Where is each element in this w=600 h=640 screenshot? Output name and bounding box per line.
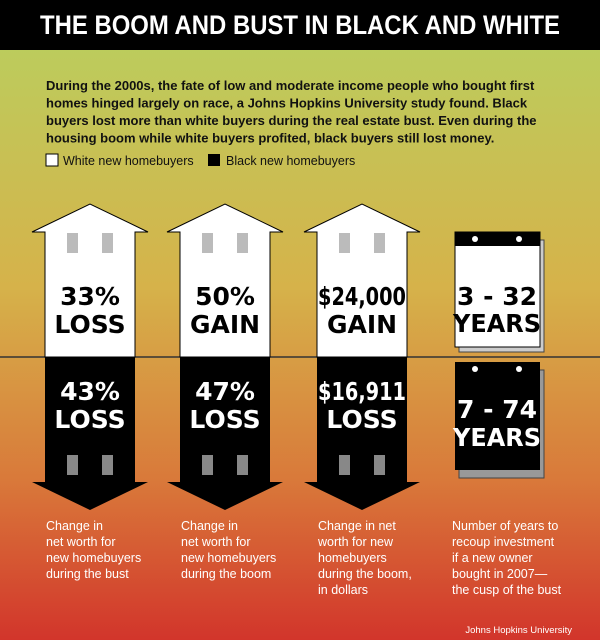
caption-line: bought in 2007— — [452, 567, 548, 581]
intro-line: buyers lost more than white buyers durin… — [46, 113, 536, 128]
window — [202, 233, 213, 253]
white-label: LOSS — [54, 310, 125, 339]
white-label: 33% — [60, 282, 120, 311]
source: Johns Hopkins University — [465, 625, 572, 636]
black-house — [32, 357, 148, 510]
calendar-black — [455, 362, 540, 470]
caption-line: net worth for — [46, 535, 115, 549]
black-house — [167, 357, 283, 510]
white-label: GAIN — [327, 310, 397, 339]
window — [67, 233, 78, 253]
caption-line: Change in — [181, 519, 238, 533]
ring — [516, 236, 522, 242]
caption-line: in dollars — [318, 583, 368, 597]
title: THE BOOM AND BUST IN BLACK AND WHITE — [40, 10, 560, 40]
caption-line: new homebuyers — [181, 551, 276, 565]
caption-line: new homebuyers — [46, 551, 141, 565]
caption-line: the cusp of the bust — [452, 583, 562, 597]
caption-line: during the boom, — [318, 567, 412, 581]
window — [202, 455, 213, 475]
black-label: 7 - 74 — [457, 395, 537, 424]
black-label: 47% — [195, 377, 255, 406]
black-label: YEARS — [452, 423, 541, 452]
caption-line: net worth for — [181, 535, 250, 549]
calendar-white — [454, 231, 541, 348]
window — [237, 455, 248, 475]
black-label: LOSS — [54, 405, 125, 434]
window — [102, 455, 113, 475]
caption-line: during the boom — [181, 567, 271, 581]
window — [237, 233, 248, 253]
white-label: YEARS — [452, 309, 541, 338]
caption-line: if a new owner — [452, 551, 533, 565]
caption-line: recoup investment — [452, 535, 555, 549]
white-label: $24,000 — [318, 282, 406, 311]
legend-label: White new homebuyers — [63, 154, 194, 168]
intro-line: During the 2000s, the fate of low and mo… — [46, 78, 535, 93]
window — [102, 233, 113, 253]
title-bar — [0, 0, 600, 50]
legend-label: Black new homebuyers — [226, 154, 355, 168]
black-label: 43% — [60, 377, 120, 406]
white-label: 3 - 32 — [457, 282, 537, 311]
white-house — [166, 203, 284, 358]
window — [339, 233, 350, 253]
white-house — [303, 203, 421, 358]
caption-line: homebuyers — [318, 551, 387, 565]
black-house — [304, 357, 420, 510]
black-label: LOSS — [189, 405, 260, 434]
caption-line: during the bust — [46, 567, 129, 581]
ring — [472, 236, 478, 242]
black-label: $16,911 — [318, 377, 406, 406]
black-label: LOSS — [326, 405, 397, 434]
calendar-binder — [455, 232, 540, 246]
caption-line: Number of years to — [452, 519, 558, 533]
white-house — [31, 203, 149, 358]
window — [374, 233, 385, 253]
legend-swatch-black — [208, 154, 220, 166]
intro-line: housing boom while white buyers profited… — [46, 131, 494, 146]
caption-line: Change in — [46, 519, 103, 533]
intro-line: homes hinged largely on race, a Johns Ho… — [46, 96, 528, 111]
white-label: 50% — [195, 282, 255, 311]
window — [374, 455, 385, 475]
caption-line: worth for new — [317, 535, 394, 549]
legend-swatch-white — [45, 153, 59, 167]
window — [339, 455, 350, 475]
ring — [516, 366, 522, 372]
ring — [472, 366, 478, 372]
window — [67, 455, 78, 475]
white-label: GAIN — [190, 310, 260, 339]
caption-line: Change in net — [318, 519, 396, 533]
